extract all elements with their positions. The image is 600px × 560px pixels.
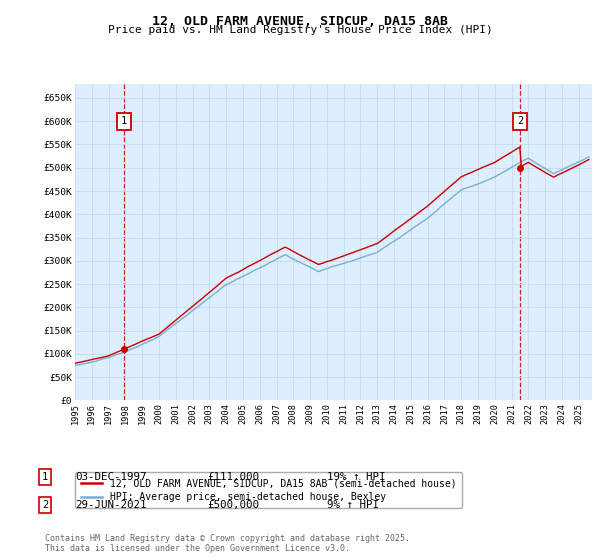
Text: £500,000: £500,000 [207, 500, 259, 510]
Text: Price paid vs. HM Land Registry's House Price Index (HPI): Price paid vs. HM Land Registry's House … [107, 25, 493, 35]
Text: 12, OLD FARM AVENUE, SIDCUP, DA15 8AB: 12, OLD FARM AVENUE, SIDCUP, DA15 8AB [152, 15, 448, 27]
Text: 2: 2 [517, 116, 523, 126]
Text: Contains HM Land Registry data © Crown copyright and database right 2025.
This d: Contains HM Land Registry data © Crown c… [45, 534, 410, 553]
Text: 03-DEC-1997: 03-DEC-1997 [75, 472, 146, 482]
Text: 1: 1 [42, 472, 48, 482]
Text: £111,000: £111,000 [207, 472, 259, 482]
Text: 19% ↑ HPI: 19% ↑ HPI [327, 472, 386, 482]
Text: 1: 1 [121, 116, 127, 126]
Legend: 12, OLD FARM AVENUE, SIDCUP, DA15 8AB (semi-detached house), HPI: Average price,: 12, OLD FARM AVENUE, SIDCUP, DA15 8AB (s… [74, 472, 462, 508]
Text: 29-JUN-2021: 29-JUN-2021 [75, 500, 146, 510]
Text: 9% ↑ HPI: 9% ↑ HPI [327, 500, 379, 510]
Text: 2: 2 [42, 500, 48, 510]
